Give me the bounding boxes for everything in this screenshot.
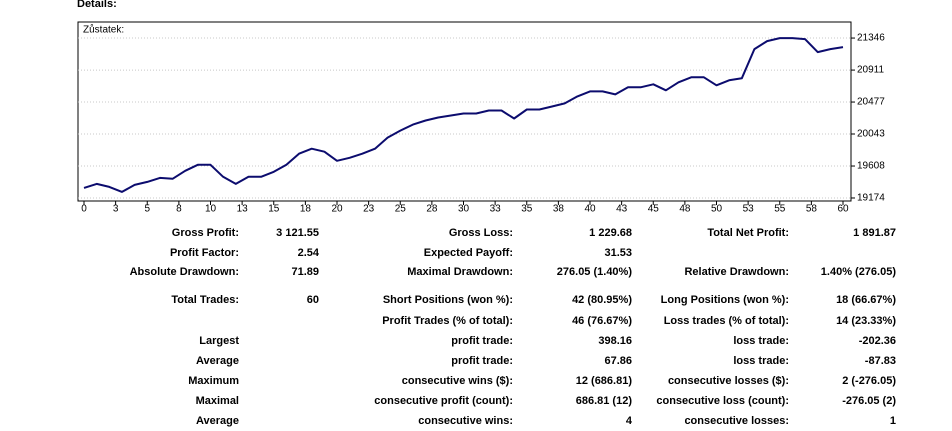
- stat-value: 46 (76.67%): [572, 315, 632, 327]
- x-tick-label: 43: [616, 204, 628, 215]
- y-tick-label: 20477: [857, 97, 885, 108]
- stat-label: consecutive wins ($):: [402, 375, 513, 387]
- stat-value: 2.54: [298, 247, 320, 259]
- stat-label: Maximal: [196, 395, 239, 407]
- y-tick-label: 20911: [857, 65, 885, 76]
- stat-label: Maximum: [188, 375, 239, 387]
- stat-label: Loss trades (% of total):: [664, 315, 789, 327]
- stat-label: Expected Payoff:: [424, 247, 513, 259]
- x-tick-label: 0: [81, 204, 87, 215]
- stat-label: Profit Trades (% of total):: [382, 315, 513, 327]
- stat-value: 4: [626, 415, 633, 427]
- x-tick-label: 28: [426, 204, 438, 215]
- stat-label: Absolute Drawdown:: [130, 266, 239, 278]
- stat-label: Maximal Drawdown:: [407, 266, 513, 278]
- stat-label: profit trade:: [451, 355, 513, 367]
- legend-label: Zůstatek:: [83, 24, 124, 36]
- x-tick-label: 50: [711, 204, 723, 215]
- stat-label: Total Net Profit:: [707, 227, 789, 239]
- stat-label: Largest: [199, 335, 239, 347]
- stat-label: Total Trades:: [171, 294, 239, 306]
- stat-label: Average: [196, 355, 239, 367]
- x-tick-label: 18: [300, 204, 312, 215]
- stat-value: -276.05 (2): [842, 395, 896, 407]
- stat-label: Profit Factor:: [170, 247, 239, 259]
- x-tick-label: 33: [490, 204, 502, 215]
- stat-value: 60: [307, 294, 319, 306]
- x-tick-label: 15: [268, 204, 280, 215]
- x-tick-label: 20: [331, 204, 343, 215]
- stat-value: -202.36: [859, 335, 896, 347]
- x-tick-label: 13: [237, 204, 249, 215]
- stat-value: 67.86: [604, 355, 632, 367]
- stat-value: 12 (686.81): [576, 375, 633, 387]
- stat-label: loss trade:: [733, 355, 789, 367]
- plot-frame: [77, 21, 852, 202]
- stat-value: 1.40% (276.05): [821, 266, 897, 278]
- stat-label: consecutive profit (count):: [374, 395, 513, 407]
- y-tick-label: 19608: [857, 161, 885, 172]
- heading: Details:: [77, 0, 117, 10]
- x-tick-label: 55: [774, 204, 786, 215]
- stat-value: 3 121.55: [276, 227, 319, 239]
- balance-line: [83, 37, 844, 193]
- x-tick-label: 23: [363, 204, 375, 215]
- stat-label: consecutive wins:: [418, 415, 513, 427]
- x-tick-label: 60: [837, 204, 849, 215]
- stat-label: loss trade:: [733, 335, 789, 347]
- x-tick-label: 10: [205, 204, 217, 215]
- stat-value: -87.83: [865, 355, 896, 367]
- stat-value: 42 (80.95%): [572, 294, 632, 306]
- x-tick-label: 30: [458, 204, 470, 215]
- x-tick-label: 3: [113, 204, 119, 215]
- stat-label: Relative Drawdown:: [684, 266, 789, 278]
- stat-label: profit trade:: [451, 335, 513, 347]
- x-tick-label: 40: [584, 204, 596, 215]
- y-tick-label: 19174: [857, 193, 885, 204]
- y-tick-label: 20043: [857, 129, 885, 140]
- stat-label: Short Positions (won %):: [383, 294, 513, 306]
- stat-value: 14 (23.33%): [836, 315, 896, 327]
- x-tick-label: 5: [144, 204, 150, 215]
- x-tick-label: 38: [553, 204, 565, 215]
- stat-value: 31.53: [604, 247, 632, 259]
- stat-label: consecutive losses:: [684, 415, 789, 427]
- stat-value: 2 (-276.05): [842, 375, 896, 387]
- stat-label: Long Positions (won %):: [661, 294, 789, 306]
- stat-label: Gross Loss:: [449, 227, 513, 239]
- stat-value: 71.89: [291, 266, 319, 278]
- stat-label: consecutive losses ($):: [668, 375, 789, 387]
- x-tick-label: 45: [648, 204, 660, 215]
- stat-label: consecutive loss (count):: [656, 395, 789, 407]
- stat-label: Gross Profit:: [172, 227, 239, 239]
- stat-value: 1 229.68: [589, 227, 632, 239]
- x-tick-label: 35: [521, 204, 533, 215]
- stat-value: 686.81 (12): [576, 395, 633, 407]
- stat-value: 276.05 (1.40%): [557, 266, 633, 278]
- x-tick-label: 58: [806, 204, 818, 215]
- stat-label: Average: [196, 415, 239, 427]
- x-tick-label: 48: [679, 204, 691, 215]
- x-tick-label: 53: [743, 204, 755, 215]
- x-tick-label: 25: [395, 204, 407, 215]
- x-tick-label: 8: [176, 204, 182, 215]
- y-tick-label: 21346: [857, 33, 885, 44]
- stat-value: 1 891.87: [853, 227, 896, 239]
- stat-value: 18 (66.67%): [836, 294, 896, 306]
- stat-value: 1: [890, 415, 896, 427]
- stat-value: 398.16: [598, 335, 632, 347]
